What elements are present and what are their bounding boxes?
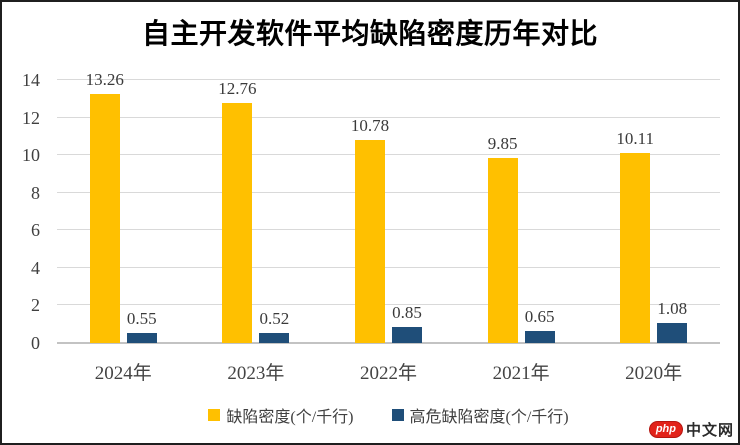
bar-value-label: 10.78 xyxy=(350,116,390,135)
bar-value-label: 1.08 xyxy=(657,299,688,318)
legend-item-high-risk-defect-density: 高危缺陷密度(个/千行) xyxy=(391,403,569,427)
x-axis-label-2023年: 2023年 xyxy=(227,363,285,384)
bar-value-label: 9.85 xyxy=(487,134,518,153)
watermark-site-name: 中文网 xyxy=(685,422,734,439)
y-tick-label-14: 14 xyxy=(22,70,40,90)
bar-value-label: 0.52 xyxy=(259,309,290,328)
bar-high-risk-defect-density-2021年 xyxy=(524,331,555,343)
bar-high-risk-defect-density-2023年 xyxy=(259,333,290,343)
y-tick-label-6: 6 xyxy=(31,220,40,241)
bar-defect-density-2024年 xyxy=(89,94,120,343)
gridline-12 xyxy=(57,116,720,118)
legend-label: 高危缺陷密度(个/千行) xyxy=(409,409,569,426)
bar-defect-density-2021年 xyxy=(487,158,518,343)
gridline-6 xyxy=(57,229,720,231)
y-tick-label-2: 2 xyxy=(31,295,40,316)
y-tick-label-4: 4 xyxy=(31,257,40,278)
bar-value-label: 12.76 xyxy=(218,79,257,98)
legend-swatch-icon xyxy=(208,409,221,421)
bar-defect-density-2022年 xyxy=(355,140,385,343)
y-tick-label-12: 12 xyxy=(22,107,40,128)
gridline-2 xyxy=(57,304,720,306)
y-tick-label-10: 10 xyxy=(22,145,40,166)
gridline-0 xyxy=(57,342,720,344)
x-axis-label-2024年: 2024年 xyxy=(94,363,152,384)
gridline-10 xyxy=(57,154,720,156)
bar-value-label: 0.55 xyxy=(126,309,157,328)
x-axis-label-2022年: 2022年 xyxy=(359,363,418,384)
gridline-14 xyxy=(57,79,720,80)
bar-high-risk-defect-density-2022年 xyxy=(392,327,422,343)
bar-value-label: 13.26 xyxy=(85,70,124,89)
bar-defect-density-2023年 xyxy=(222,103,253,343)
bar-high-risk-defect-density-2020年 xyxy=(657,323,688,343)
php-logo-icon: php xyxy=(648,421,683,438)
bar-value-label: 0.65 xyxy=(524,307,555,326)
bar-high-risk-defect-density-2024年 xyxy=(126,333,157,343)
legend-item-defect-density: 缺陷密度(个/千行) xyxy=(208,403,354,427)
y-tick-label-8: 8 xyxy=(31,182,40,203)
watermark-php-cn: php 中文网 xyxy=(648,419,734,440)
legend-swatch-icon xyxy=(391,409,404,421)
gridline-4 xyxy=(57,266,720,268)
x-axis-label-2020年: 2020年 xyxy=(625,363,683,384)
legend-label: 缺陷密度(个/千行) xyxy=(226,409,354,426)
chart-title: 自主开发软件平均缺陷密度历年对比 xyxy=(141,19,598,50)
bar-defect-density-2020年 xyxy=(620,153,651,343)
bar-value-label: 10.11 xyxy=(616,129,654,148)
gridline-8 xyxy=(57,191,720,193)
legend: 缺陷密度(个/千行) 高危缺陷密度(个/千行) xyxy=(57,403,720,427)
bar-value-label: 0.85 xyxy=(392,303,422,322)
x-axis-label-2021年: 2021年 xyxy=(492,363,550,384)
plot-area: 0 2 4 6 8 10 12 14 13.26 12.76 10.78 9.85 10.11 0.55 0… xyxy=(22,70,720,384)
y-tick-label-0: 0 xyxy=(31,333,40,353)
